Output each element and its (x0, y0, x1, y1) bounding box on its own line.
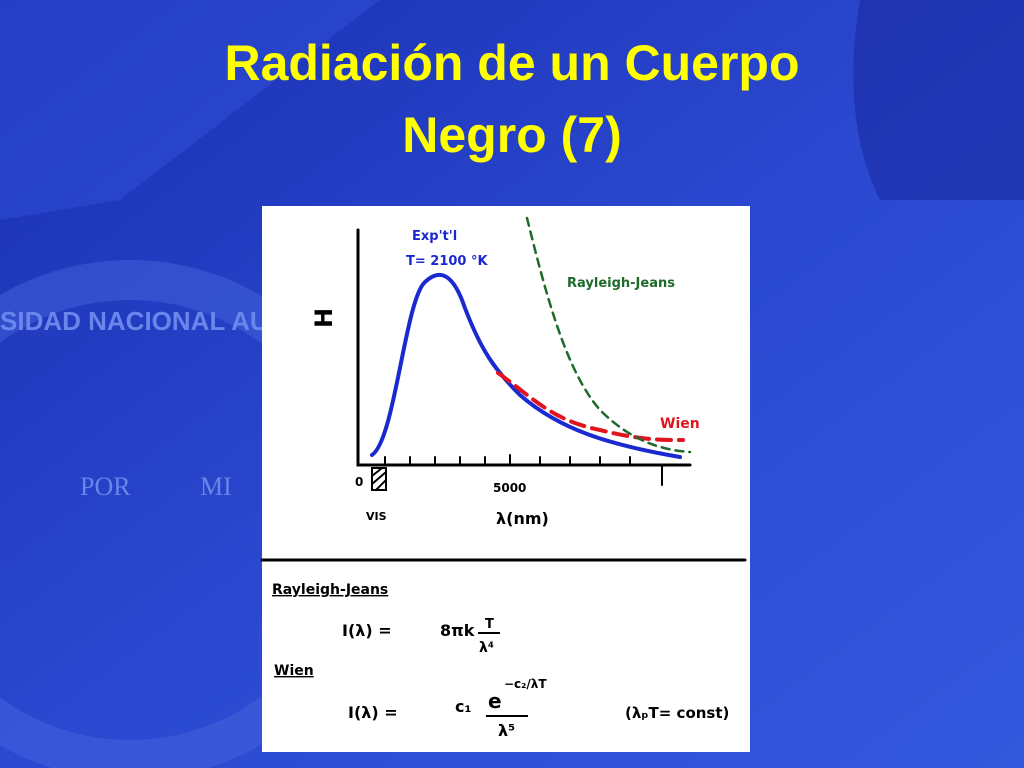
formula-den: λ⁴ (479, 640, 494, 656)
curve-label: Wien (660, 416, 700, 432)
rayleigh-jeans-curve (525, 216, 692, 454)
seal-text: POR (80, 472, 131, 501)
formula-heading: Rayleigh-Jeans (272, 582, 388, 598)
bg-shape (0, 0, 380, 220)
formula-coef: c₁ (455, 697, 472, 716)
experimental-curve (370, 272, 682, 459)
formula-heading: Wien (274, 663, 314, 679)
figure-panel (262, 206, 750, 752)
x-tick-label: 0 (355, 475, 363, 489)
vis-band (371, 467, 387, 491)
curve-label: Rayleigh-Jeans (567, 276, 675, 291)
formula-lhs: I(λ) = (342, 621, 392, 640)
axes (356, 228, 692, 467)
bg-shape (853, 0, 1024, 200)
note: Exp't'l (412, 229, 457, 244)
seal-text: MI (200, 472, 232, 501)
formula-den: λ⁵ (498, 721, 515, 740)
formula-exp: −c₂/λT (504, 677, 547, 691)
formula-coef: 8πk (440, 621, 475, 640)
wien-curve (496, 371, 685, 442)
plot (260, 216, 747, 562)
x-tick-label: 5000 (493, 481, 526, 495)
x-ticks (384, 454, 663, 486)
y-label: H (310, 308, 338, 328)
formula-lhs: I(λ) = (348, 703, 398, 722)
vis-label: VIS (366, 510, 387, 523)
note: T= 2100 °K (406, 254, 488, 269)
formula-num: T (485, 617, 494, 632)
title-line: Negro (7) (402, 107, 621, 163)
formula-note: (λₚT= const) (625, 704, 729, 722)
formula-num: e (488, 689, 502, 713)
x-label: λ(nm) (496, 509, 549, 528)
title-line: Radiación de un Cuerpo (224, 35, 799, 91)
